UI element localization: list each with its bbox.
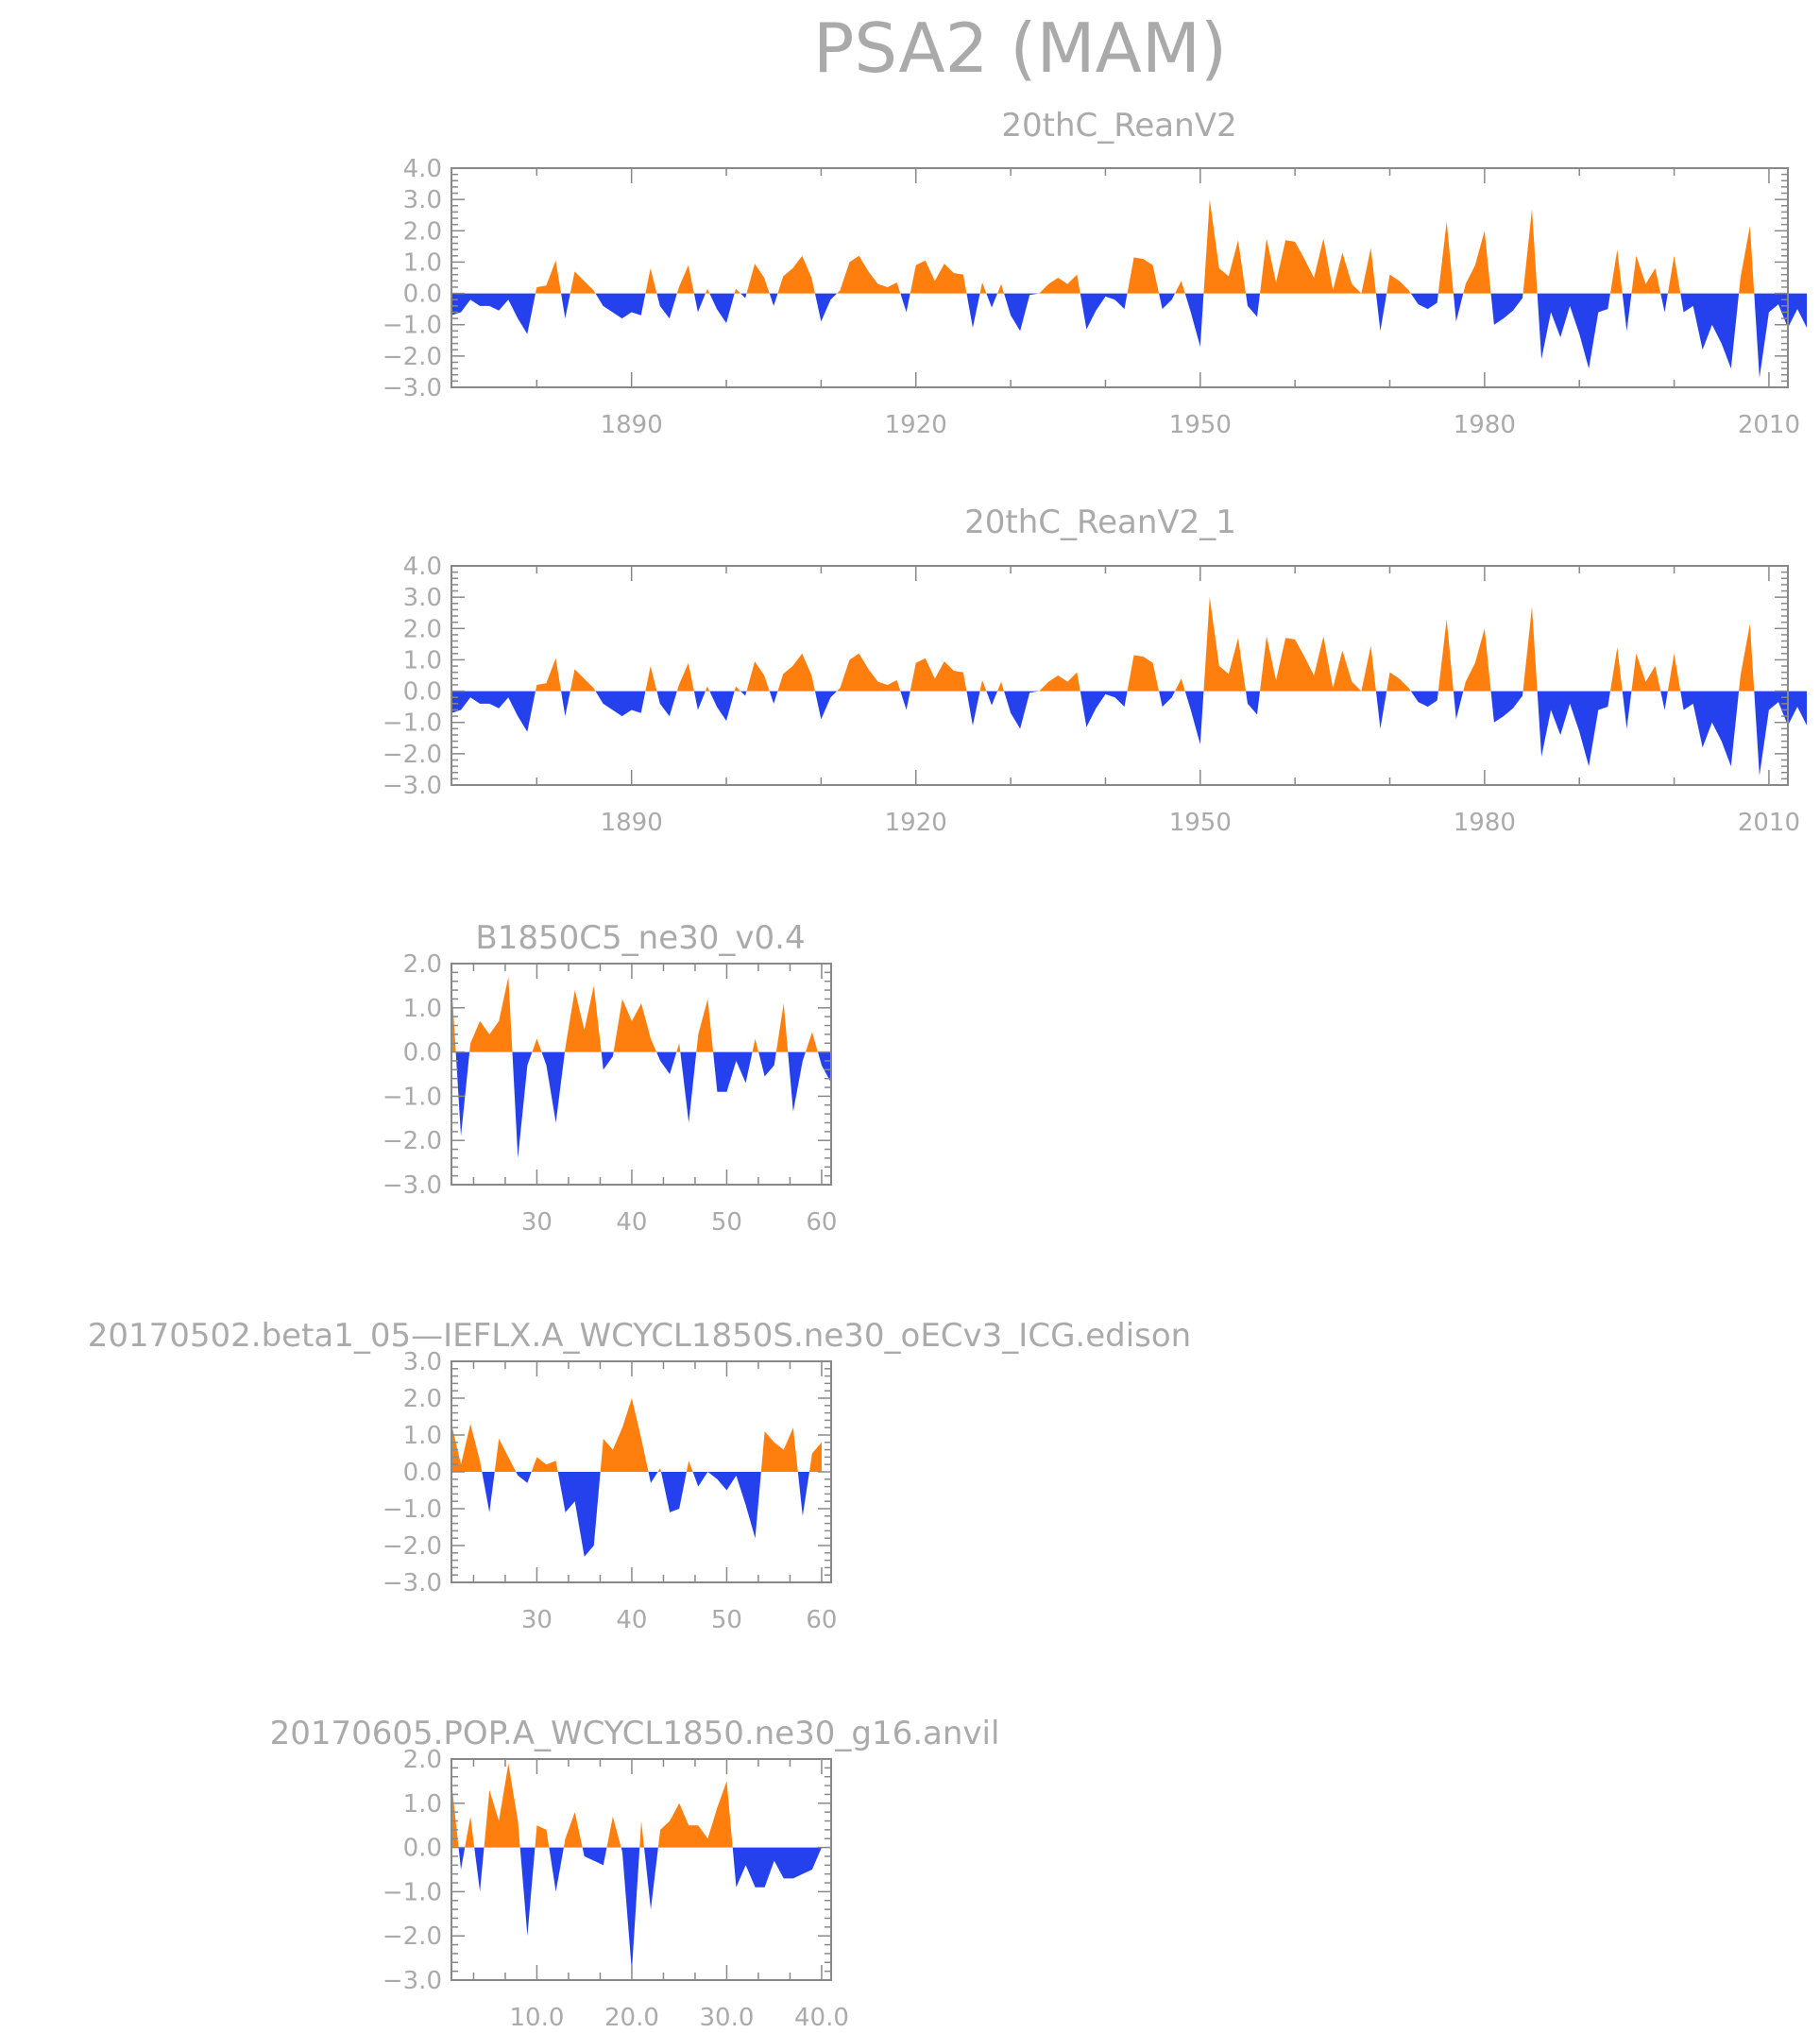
x-tick-label: 1920 <box>885 809 947 837</box>
positive-area <box>535 597 1755 692</box>
y-tick-label: 1.0 <box>403 995 442 1023</box>
x-tick-label: 30 <box>521 1208 553 1237</box>
negative-area <box>455 1051 831 1158</box>
y-tick-label: 2.0 <box>403 615 442 643</box>
y-tick-label: 0.0 <box>403 1459 442 1487</box>
chart-panel-5: 20170605.POP.A_WCYCL1850.ne30_g16.anvil2… <box>270 1715 1000 2032</box>
y-tick-label: 0.0 <box>403 1835 442 1863</box>
positive-area <box>451 977 818 1052</box>
y-tick-label: −1.0 <box>383 1083 442 1111</box>
x-tick-label: 50 <box>711 1208 742 1237</box>
x-tick-label: 1950 <box>1169 411 1232 439</box>
y-tick-label: 0.0 <box>403 678 442 707</box>
y-tick-label: 0.0 <box>403 281 442 309</box>
x-tick-label: 1950 <box>1169 809 1232 837</box>
y-tick-label: 0.0 <box>403 1039 442 1068</box>
y-tick-label: 4.0 <box>403 553 442 581</box>
chart-title: 20thC_ReanV2_1 <box>964 504 1236 541</box>
y-tick-label: −3.0 <box>383 374 442 402</box>
chart-title: 20170605.POP.A_WCYCL1850.ne30_g16.anvil <box>270 1715 1000 1752</box>
x-tick-label: 10.0 <box>510 2004 565 2032</box>
x-tick-label: 40 <box>616 1606 647 1634</box>
y-tick-label: −2.0 <box>383 1922 442 1951</box>
x-tick-label: 60 <box>806 1208 837 1237</box>
chart-title: 20thC_ReanV2 <box>1001 107 1236 145</box>
x-tick-label: 2010 <box>1738 411 1800 439</box>
figure-title: PSA2 (MAM) <box>813 9 1227 88</box>
plot-frame <box>451 963 832 1186</box>
y-tick-label: 4.0 <box>403 155 442 183</box>
negative-area <box>451 691 1808 777</box>
y-tick-label: −3.0 <box>383 772 442 800</box>
y-tick-label: −3.0 <box>383 1569 442 1597</box>
negative-area <box>458 1847 822 1972</box>
y-tick-label: 2.0 <box>403 1385 442 1413</box>
y-tick-label: −1.0 <box>383 312 442 340</box>
y-tick-label: 2.0 <box>403 217 442 246</box>
x-tick-label: 60 <box>806 1606 837 1634</box>
y-tick-label: −1.0 <box>383 1878 442 1906</box>
x-tick-label: 40 <box>616 1208 647 1237</box>
negative-area <box>451 293 1808 379</box>
positive-area <box>535 199 1755 294</box>
chart-panel-2: 20thC_ReanV2_1 4.0 3.0 2.0 1.0 0.0−1.0 −2.0 −3.… <box>383 504 1808 837</box>
plot-frame <box>451 565 1789 786</box>
plot-frame <box>451 1758 832 1981</box>
y-tick-label: 2.0 <box>403 950 442 979</box>
chart-title: B1850C5_ne30_v0.4 <box>475 919 805 957</box>
y-tick-label: 1.0 <box>403 646 442 675</box>
y-tick-label: −2.0 <box>383 1532 442 1561</box>
y-tick-label: −1.0 <box>383 1495 442 1524</box>
y-tick-label: 3.0 <box>403 186 442 214</box>
x-tick-label: 20.0 <box>604 2004 659 2032</box>
y-tick-label: 3.0 <box>403 584 442 612</box>
y-tick-label: 3.0 <box>403 1348 442 1376</box>
y-tick-label: −2.0 <box>383 1127 442 1155</box>
y-tick-label: −2.0 <box>383 343 442 371</box>
x-tick-label: 1980 <box>1454 411 1516 439</box>
y-tick-label: 1.0 <box>403 248 442 277</box>
x-tick-label: 30.0 <box>700 2004 755 2032</box>
x-tick-label: 30 <box>521 1606 553 1634</box>
y-tick-label: 2.0 <box>403 1746 442 1774</box>
y-tick-label: 1.0 <box>403 1790 442 1819</box>
x-tick-label: 1890 <box>601 809 663 837</box>
y-tick-label: 1.0 <box>403 1422 442 1450</box>
x-tick-label: 40.0 <box>794 2004 849 2032</box>
x-tick-label: 1890 <box>601 411 663 439</box>
y-tick-label: −3.0 <box>383 1967 442 1995</box>
y-tick-label: −3.0 <box>383 1171 442 1200</box>
plot-frame <box>451 167 1789 388</box>
x-tick-label: 1920 <box>885 411 947 439</box>
chart-panel-4: 20170502.beta1_05—IEFLX.A_WCYCL1850S.ne3… <box>88 1317 1192 1634</box>
chart-title: 20170502.beta1_05—IEFLX.A_WCYCL1850S.ne3… <box>88 1317 1192 1355</box>
y-tick-label: −2.0 <box>383 741 442 769</box>
chart-panel-1: 20thC_ReanV2 4.0 3.0 2.01.0 0.0 −1.0 −2.0 −3.0 1… <box>383 107 1808 439</box>
x-tick-label: 2010 <box>1738 809 1800 837</box>
x-tick-label: 1980 <box>1454 809 1516 837</box>
y-tick-label: −1.0 <box>383 709 442 738</box>
negative-area <box>482 1472 809 1557</box>
x-tick-label: 50 <box>711 1606 742 1634</box>
positive-area <box>451 1398 822 1472</box>
positive-area <box>451 1763 733 1848</box>
chart-panel-3: B1850C5_ne30_v0.4 2.0 1.0 0.0 −1.0 −2.0 −3.0 30… <box>383 919 838 1237</box>
